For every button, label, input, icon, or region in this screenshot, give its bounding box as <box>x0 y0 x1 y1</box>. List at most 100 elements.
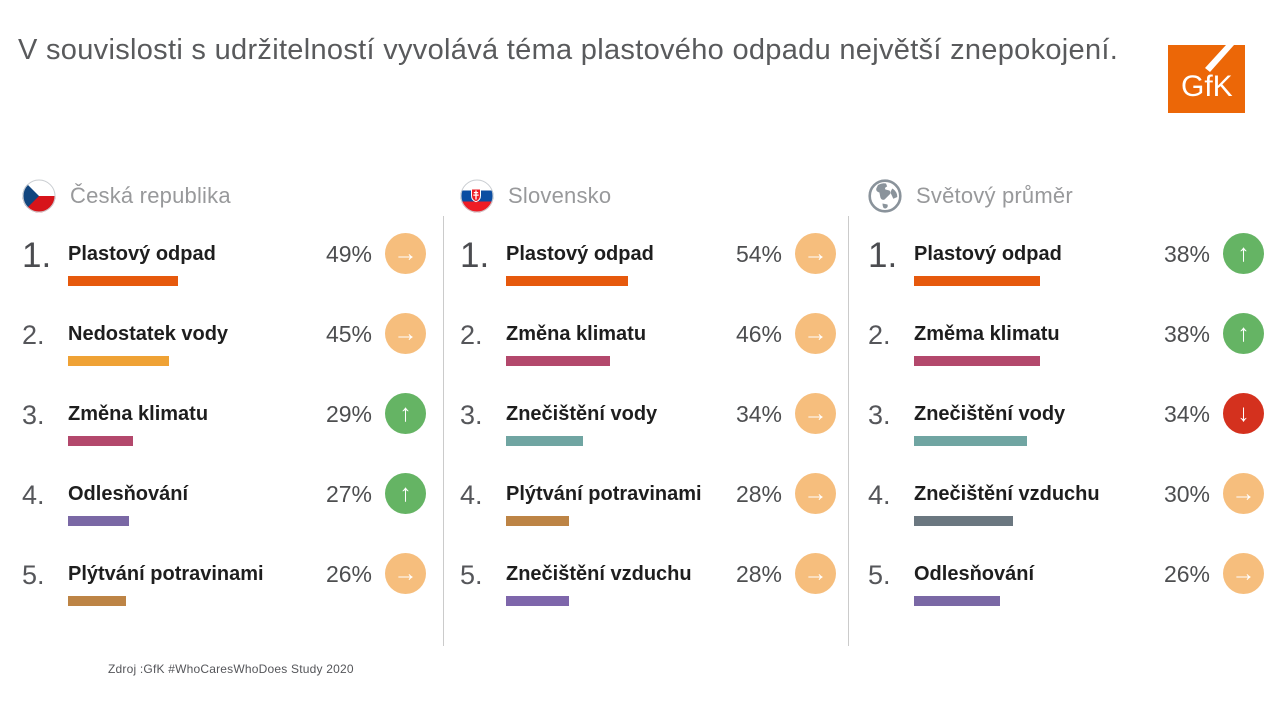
ranked-item: 4. Znečištění vzduchu 30% → <box>868 473 1264 561</box>
right-arrow-icon: → <box>385 553 426 594</box>
concern-bar <box>506 436 583 446</box>
concern-value: 28% <box>735 561 782 587</box>
concern: Znečištění vzduchu <box>914 481 1148 526</box>
column-header: Slovensko <box>460 178 836 214</box>
concern: Znečištění vody <box>506 401 720 446</box>
concern-label: Plýtvání potravinami <box>68 563 264 585</box>
country-column: Česká republika 1. Plastový odpad 49% → … <box>22 178 426 641</box>
rank-number: 1. <box>22 236 52 275</box>
concern-value: 30% <box>1163 481 1210 507</box>
concern-value: 46% <box>735 321 782 347</box>
concern-value: 27% <box>325 481 372 507</box>
concern-label: Plýtvání potravinami <box>506 483 702 505</box>
concern-bar <box>914 356 1040 366</box>
right-arrow-icon: → <box>385 313 426 354</box>
concern-value: 26% <box>1163 561 1210 587</box>
concern: Plastový odpad <box>506 241 720 286</box>
concern-label: Odlesňování <box>68 483 189 505</box>
concern: Nedostatek vody <box>68 321 310 366</box>
czech-flag-icon <box>22 179 56 213</box>
concern: Plastový odpad <box>914 241 1148 286</box>
ranked-item: 5. Plýtvání potravinami 26% → <box>22 553 426 641</box>
country-name: Česká republika <box>70 183 231 208</box>
right-arrow-icon: → <box>1223 553 1264 594</box>
concern-label: Změna klimatu <box>506 323 647 345</box>
rank-number: 2. <box>460 320 483 350</box>
ranked-item: 4. Plýtvání potravinami 28% → <box>460 473 836 561</box>
czech-flag-icon <box>22 179 56 213</box>
concern-label: Odlesňování <box>914 563 1035 585</box>
ranked-item: 5. Znečištění vzduchu 28% → <box>460 553 836 641</box>
concern-bar <box>506 596 569 606</box>
concern-value: 49% <box>325 241 372 267</box>
rank-number: 3. <box>460 400 483 430</box>
ranked-list: 1. Plastový odpad 49% → 2. Nedostatek vo… <box>22 233 426 641</box>
concern-bar <box>68 516 129 526</box>
concern: Odlesňování <box>914 561 1148 606</box>
ranked-item: 3. Změna klimatu 29% ↑ <box>22 393 426 481</box>
concern: Plýtvání potravinami <box>68 561 310 606</box>
rank-number: 3. <box>868 400 891 430</box>
concern-label: Znečištění vody <box>506 403 658 425</box>
concern-bar <box>68 436 133 446</box>
concern-value: 29% <box>325 401 372 427</box>
right-arrow-icon: → <box>795 473 836 514</box>
concern-value: 38% <box>1163 321 1210 347</box>
source-note: Zdroj :GfK #WhoCaresWhoDoes Study 2020 <box>108 662 354 676</box>
concern: Plýtvání potravinami <box>506 481 720 526</box>
concern-value: 34% <box>735 401 782 427</box>
ranked-item: 5. Odlesňování 26% → <box>868 553 1264 641</box>
concern-bar <box>506 276 628 286</box>
concern: Změna klimatu <box>68 401 310 446</box>
ranked-item: 1. Plastový odpad 38% ↑ <box>868 233 1264 321</box>
concern-label: Znečištění vzduchu <box>914 483 1100 505</box>
globe-icon <box>868 179 902 213</box>
rank-number: 5. <box>460 560 483 590</box>
rank-number: 2. <box>22 320 45 350</box>
country-column: Světový průměr 1. Plastový odpad 38% ↑ 2… <box>868 178 1264 641</box>
down-arrow-icon: ↓ <box>1223 393 1264 434</box>
ranked-item: 2. Změma klimatu 38% ↑ <box>868 313 1264 401</box>
concern-bar <box>506 356 610 366</box>
country-column: Slovensko 1. Plastový odpad 54% → 2. Změ… <box>460 178 836 641</box>
right-arrow-icon: → <box>795 393 836 434</box>
concern-label: Znečištění vzduchu <box>506 563 692 585</box>
concern-bar <box>914 596 1000 606</box>
rank-number: 1. <box>868 236 898 275</box>
concern-bar <box>914 276 1040 286</box>
concern-bar <box>68 276 178 286</box>
slovakia-flag-icon <box>460 179 494 213</box>
column-divider <box>848 216 849 646</box>
page-title: V souvislosti s udržitelností vyvolává t… <box>18 34 1119 66</box>
concern-label: Plastový odpad <box>506 243 654 265</box>
concern-value: 45% <box>325 321 372 347</box>
rank-number: 2. <box>868 320 891 350</box>
ranked-item: 1. Plastový odpad 49% → <box>22 233 426 321</box>
ranked-list: 1. Plastový odpad 38% ↑ 2. Změma klimatu… <box>868 233 1264 641</box>
up-arrow-icon: ↑ <box>385 473 426 514</box>
rank-number: 1. <box>460 236 490 275</box>
concern-label: Plastový odpad <box>914 243 1062 265</box>
rank-number: 5. <box>22 560 45 590</box>
right-arrow-icon: → <box>795 313 836 354</box>
right-arrow-icon: → <box>385 233 426 274</box>
concern: Znečištění vzduchu <box>506 561 720 606</box>
globe-icon <box>868 179 902 213</box>
rank-number: 3. <box>22 400 45 430</box>
gfk-logo-icon: GfK <box>1168 45 1245 113</box>
concern-value: 26% <box>325 561 372 587</box>
gfk-logo-text: GfK <box>1181 70 1233 103</box>
concern-label: Změma klimatu <box>914 323 1060 345</box>
rank-number: 4. <box>868 480 891 510</box>
right-arrow-icon: → <box>795 553 836 594</box>
ranked-item: 4. Odlesňování 27% ↑ <box>22 473 426 561</box>
slovakia-flag-icon <box>460 179 494 213</box>
concern-bar <box>506 516 569 526</box>
concern: Změma klimatu <box>914 321 1148 366</box>
concern: Odlesňování <box>68 481 310 526</box>
concern-label: Znečištění vody <box>914 403 1066 425</box>
rank-number: 4. <box>22 480 45 510</box>
up-arrow-icon: ↑ <box>385 393 426 434</box>
right-arrow-icon: → <box>1223 473 1264 514</box>
concern-value: 34% <box>1163 401 1210 427</box>
